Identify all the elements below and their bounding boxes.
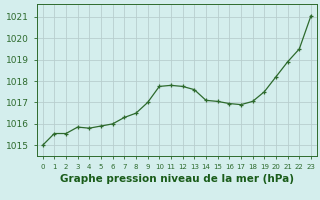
X-axis label: Graphe pression niveau de la mer (hPa): Graphe pression niveau de la mer (hPa) bbox=[60, 174, 294, 184]
